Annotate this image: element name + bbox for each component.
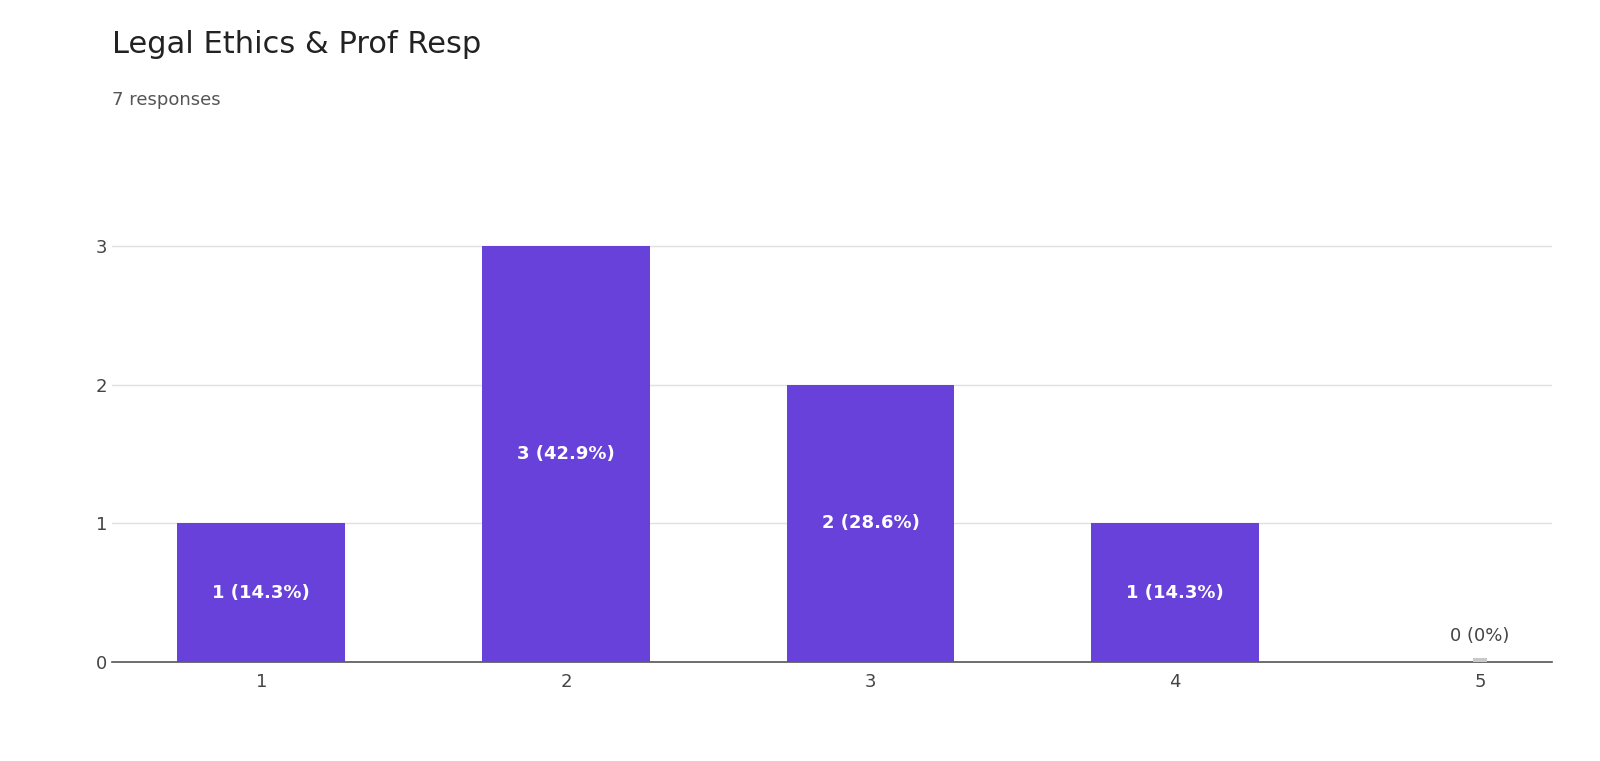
Bar	[178, 524, 346, 662]
Bar	[482, 246, 650, 662]
Text: 3 (42.9%): 3 (42.9%)	[517, 445, 614, 463]
Bar	[1091, 524, 1259, 662]
Text: 1 (14.3%): 1 (14.3%)	[1126, 584, 1224, 602]
Text: 7 responses: 7 responses	[112, 91, 221, 110]
Bar	[787, 384, 954, 662]
Text: 2 (28.6%): 2 (28.6%)	[822, 514, 920, 532]
Text: 0 (0%): 0 (0%)	[1450, 627, 1509, 645]
Text: 1 (14.3%): 1 (14.3%)	[213, 584, 310, 602]
Bar	[1474, 658, 1486, 662]
Text: Legal Ethics & Prof Resp: Legal Ethics & Prof Resp	[112, 30, 482, 59]
